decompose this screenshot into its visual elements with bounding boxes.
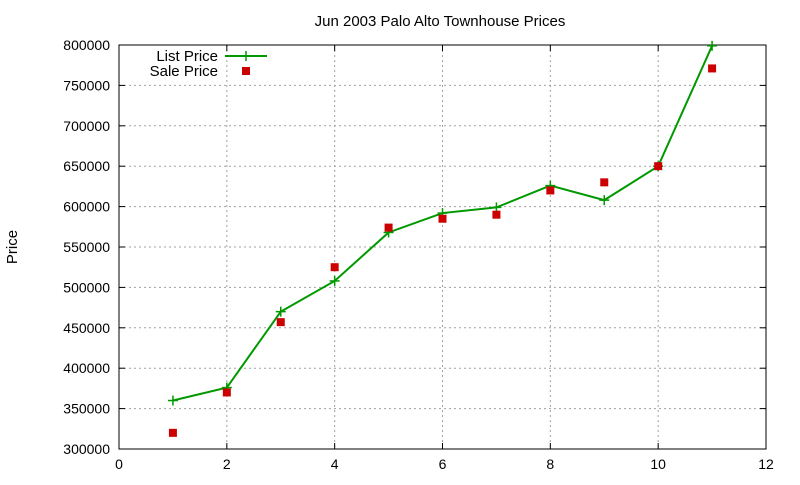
- y-tick-label: 300000: [63, 441, 110, 457]
- chart-title: Jun 2003 Palo Alto Townhouse Prices: [315, 13, 566, 30]
- grid-layer: [119, 45, 766, 449]
- list-price-point: [329, 275, 340, 286]
- y-tick-label: 450000: [63, 320, 110, 336]
- sale-price-point: [654, 162, 663, 171]
- y-tick-label: 700000: [63, 118, 110, 134]
- axes-layer: 0 2 4 6 8 10 12 300000 350000 400000 450000 500000 5…: [63, 37, 774, 472]
- x-tick-label: 8: [546, 456, 554, 472]
- series-line: [172, 45, 713, 402]
- y-tick-label: 650000: [63, 158, 110, 174]
- x-tick-label: 6: [439, 456, 447, 472]
- sale-price-point: [168, 428, 177, 437]
- x-tick-label: 4: [331, 456, 339, 472]
- legend-square-marker: [242, 67, 250, 75]
- list-price-point: [167, 395, 178, 406]
- legend-label: Sale Price: [150, 63, 218, 80]
- y-tick-label: 550000: [63, 239, 110, 255]
- sale-price-point: [330, 263, 339, 272]
- sale-price-point: [492, 210, 501, 219]
- y-axis-label: Price: [4, 230, 21, 264]
- y-tick-label: 750000: [63, 77, 110, 93]
- sale-price-point: [600, 178, 609, 187]
- y-tick-label: 600000: [63, 199, 110, 215]
- sale-price-point: [384, 223, 393, 232]
- legend-label: List Price: [156, 48, 218, 65]
- y-tick-label: 350000: [63, 401, 110, 417]
- sale-price-point: [276, 318, 285, 327]
- sale-price-point: [438, 214, 447, 223]
- sale-price-point: [546, 186, 555, 195]
- y-tick-label: 800000: [63, 37, 110, 53]
- y-tick-label: 500000: [63, 279, 110, 295]
- sale-price-point: [222, 388, 231, 397]
- list-price-point: [707, 40, 718, 51]
- list-price-point: [599, 195, 610, 206]
- series-1: [168, 64, 717, 437]
- legend-plus-marker: [241, 51, 251, 61]
- series-layer: [167, 40, 718, 437]
- x-tick-label: 12: [758, 456, 774, 472]
- sale-price-point: [708, 64, 717, 73]
- x-tick-label: 0: [115, 456, 123, 472]
- x-tick-label: 2: [223, 456, 231, 472]
- y-tick-label: 400000: [63, 360, 110, 376]
- list-price-point: [275, 306, 286, 317]
- x-tick-label: 10: [650, 456, 666, 472]
